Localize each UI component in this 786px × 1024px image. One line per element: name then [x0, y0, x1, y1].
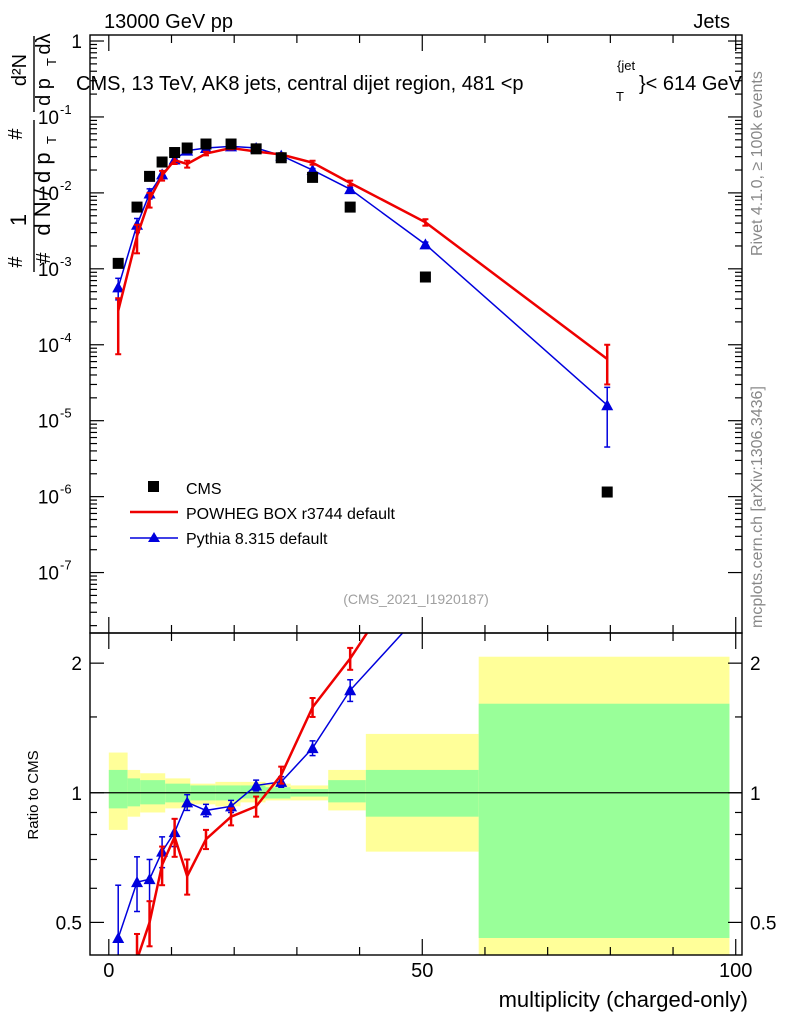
pythia-point: [112, 281, 125, 293]
analysis-id: (CMS_2021_I1920187): [343, 591, 489, 607]
main-y-tick-label: 10: [38, 260, 59, 281]
ratio-y-tick-label: 0.5: [56, 913, 82, 934]
cms-data-point: [112, 257, 124, 269]
legend-powheg-label: POWHEG BOX r3744 default: [186, 506, 396, 523]
pythia-ratio-point: [306, 742, 319, 754]
pythia-ratio-point: [143, 873, 156, 885]
pythia-ratio-point: [250, 779, 263, 791]
header-category: Jets: [693, 11, 730, 33]
ratio-y-tick-label-right: 1: [750, 784, 761, 805]
main-y-tick-exponent: -2: [60, 178, 72, 193]
cms-data-point: [275, 152, 287, 164]
cms-data-point: [131, 201, 143, 213]
main-y-tick-exponent: -7: [60, 558, 72, 573]
x-tick-label: 50: [411, 960, 433, 982]
pythia-line: [117, 145, 608, 406]
main-plot-axes: 10 -710 -610 -510 -410 -310 -210 -11: [38, 32, 743, 634]
cms-data-point: [200, 138, 212, 150]
mcplots-label: mcplots.cern.ch [arXiv:1306.3436]: [749, 386, 766, 628]
legend-cms-label: CMS: [186, 481, 222, 498]
legend-pythia-marker: [148, 532, 160, 542]
pythia-ratio-point: [112, 931, 125, 943]
ratio-y-tick-label-right: 2: [750, 654, 761, 675]
ylabel-dpT: d p: [33, 78, 55, 106]
ratio-clipped-series: [112, 633, 404, 955]
pythia-point: [601, 399, 614, 411]
main-y-tick-label: 1: [71, 32, 82, 53]
ratio-inner-band: [328, 780, 366, 803]
main-y-tick-exponent: -6: [60, 482, 72, 497]
plot-title-subscript: T: [616, 89, 624, 104]
pythia-ratio-point: [181, 796, 194, 808]
ylabel-one: 1: [6, 214, 31, 226]
ylabel-T-sub-2: T: [44, 58, 59, 66]
ylabel-hash-3: #: [5, 128, 27, 140]
x-tick-label: 100: [719, 960, 752, 982]
x-axis-label: multiplicity (charged-only): [499, 987, 748, 1012]
ratio-plot-series: [112, 633, 404, 955]
powheg-ratio-line: [137, 633, 369, 955]
main-y-axis-label: 1 d N / d p T # # d²N d p T dλ #: [5, 33, 59, 272]
ratio-plot-axes: 0.5 0.5 1 1 2 2 0 50 100: [56, 632, 776, 982]
ratio-y-tick-label: 1: [71, 784, 82, 805]
pythia-ratio-point: [344, 684, 357, 696]
main-y-tick-label: 10: [38, 564, 59, 585]
header-energy: 13000 GeV pp: [104, 11, 233, 33]
ylabel-d2N: d²N: [9, 54, 31, 86]
ylabel-T-sub: T: [44, 136, 59, 144]
main-y-tick-exponent: -1: [60, 102, 72, 117]
cms-data-point: [156, 156, 168, 168]
main-y-tick-exponent: -4: [60, 330, 72, 345]
main-y-tick-label: 10: [38, 488, 59, 509]
plot-title-suffix: }< 614 GeV: [639, 73, 743, 95]
ylabel-dlambda: dλ: [33, 33, 55, 54]
x-tick-label: 0: [103, 960, 114, 982]
pythia-ratio-point: [131, 876, 144, 888]
legend: CMS POWHEG BOX r3744 default Pythia 8.31…: [130, 481, 396, 548]
main-y-tick-label: 10: [38, 184, 59, 205]
cms-data-point: [419, 271, 431, 283]
legend-cms-marker: [148, 481, 159, 492]
cms-data-point: [307, 171, 319, 183]
pythia-point: [344, 183, 357, 195]
plot-title-superscript: {jet: [617, 58, 635, 73]
rivet-version-label: Rivet 4.1.0, ≥ 100k events: [749, 71, 766, 256]
ylabel-dN-dpT: d N / d p: [30, 152, 55, 235]
cms-data-point: [344, 201, 356, 213]
cms-data-point: [181, 142, 193, 154]
ratio-plot-frame: [89, 632, 743, 956]
main-y-tick-exponent: -3: [60, 254, 72, 269]
cms-data-point: [225, 138, 237, 150]
ratio-inner-band: [108, 769, 128, 809]
legend-pythia-label: Pythia 8.315 default: [186, 531, 328, 548]
ylabel-hash-2: #: [33, 252, 55, 264]
cms-data-point: [144, 170, 156, 182]
pythia-ratio-point: [199, 804, 212, 816]
main-plot-series: [112, 138, 614, 498]
main-y-tick-label: 10: [38, 412, 59, 433]
ratio-uncertainty-bands: [90, 656, 742, 955]
powheg-line: [116, 146, 608, 360]
main-y-tick-exponent: -5: [60, 406, 72, 421]
cms-data-point: [601, 486, 613, 498]
ratio-y-axis-label: Ratio to CMS: [25, 750, 42, 839]
ylabel-hash-1: #: [5, 256, 27, 268]
cms-data-point: [250, 143, 262, 155]
main-y-tick-label: 10: [38, 336, 59, 357]
plot-title: CMS, 13 TeV, AK8 jets, central dijet reg…: [76, 73, 524, 95]
ratio-inner-band: [478, 703, 730, 938]
ratio-y-tick-label-right: 0.5: [750, 913, 776, 934]
pythia-point: [419, 238, 432, 250]
main-y-tick-label: 10: [38, 108, 59, 129]
cms-data-point: [169, 147, 181, 159]
ratio-y-tick-label: 2: [71, 654, 82, 675]
